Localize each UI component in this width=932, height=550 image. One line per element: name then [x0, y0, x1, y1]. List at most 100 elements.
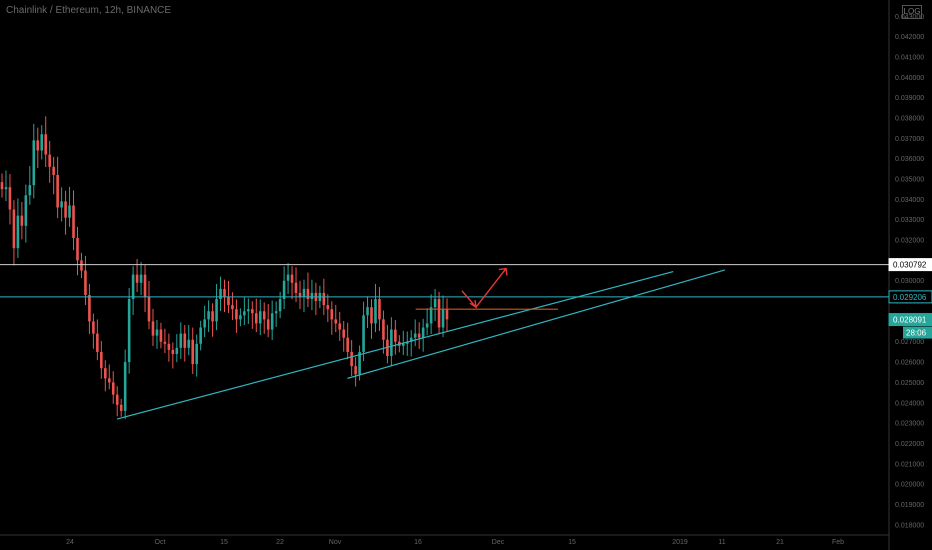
candle-body: [207, 311, 210, 320]
candles: [0, 116, 449, 420]
candle-body: [282, 280, 286, 300]
y-tick-label: 0.037000: [895, 136, 924, 143]
candle-body: [370, 307, 373, 324]
candle-body: [107, 378, 111, 383]
candle-body: [4, 187, 8, 190]
x-tick-label: Oct: [155, 539, 166, 546]
y-tick-label: 0.026000: [895, 360, 924, 367]
projection-arrow: [461, 268, 507, 309]
candle-body: [235, 309, 238, 320]
y-tick-label: 0.020000: [895, 482, 924, 489]
ascending-trendline: [347, 269, 726, 379]
y-tick-label: 0.024000: [895, 400, 924, 407]
candle-body: [334, 319, 338, 324]
candle-body: [346, 337, 349, 352]
candle-body: [0, 182, 4, 190]
y-tick-label: 0.042000: [895, 34, 924, 41]
candle-body: [92, 321, 95, 334]
candle-body: [60, 201, 63, 208]
candle-body: [405, 341, 409, 344]
candle-body: [437, 299, 441, 328]
candle-body: [131, 274, 135, 300]
candle-body: [127, 299, 131, 363]
candle-body: [215, 299, 218, 322]
resistance-price-tag-label: 0.030792: [893, 261, 927, 270]
candle-body: [80, 260, 83, 271]
candle-body: [243, 311, 246, 316]
candle-body: [96, 333, 99, 352]
last-price-tag-box: [888, 313, 932, 327]
y-tick-label: 0.019000: [895, 502, 924, 509]
candle-body: [298, 292, 302, 297]
price-axis[interactable]: 0.018000 0.019000 0.020000 0.021000 0.022000…: [895, 14, 924, 530]
candle-body: [239, 315, 242, 320]
candle-body: [294, 282, 298, 293]
candle-body: [326, 305, 330, 310]
y-tick-label: 0.041000: [895, 54, 924, 61]
y-tick-label: 0.023000: [895, 421, 924, 428]
candle-body: [48, 154, 51, 167]
y-tick-label: 0.018000: [895, 522, 924, 529]
candle-body: [394, 329, 397, 342]
candle-body: [247, 309, 250, 312]
candle-body: [211, 311, 214, 322]
chart-title: Chainlink / Ethereum, 12h, BINANCE: [6, 5, 172, 16]
candle-body: [135, 274, 139, 283]
candle-body: [100, 351, 103, 369]
candle-body: [274, 311, 278, 314]
candle-body: [342, 329, 345, 338]
ascending-trendline: [116, 270, 674, 420]
log-scale-button[interactable]: LOG: [902, 5, 922, 19]
y-tick-label: 0.021000: [895, 461, 924, 468]
candle-body: [421, 327, 425, 338]
candle-body: [123, 362, 127, 411]
candle-body: [40, 134, 44, 151]
y-tick-label: 0.038000: [895, 115, 924, 122]
y-tick-label: 0.036000: [895, 156, 924, 163]
candle-body: [223, 288, 226, 297]
candle-body: [286, 274, 290, 281]
candle-body: [159, 329, 163, 342]
y-tick-label: 0.035000: [895, 177, 924, 184]
candle-body: [20, 215, 24, 226]
candle-body: [278, 299, 282, 312]
arrow-head: [498, 267, 508, 276]
candle-body: [139, 274, 143, 283]
drawings: [0, 264, 889, 420]
candle-body: [163, 341, 167, 344]
candle-body: [302, 288, 306, 297]
y-tick-label: 0.022000: [895, 441, 924, 448]
candle-body: [199, 327, 202, 344]
candle-body: [362, 315, 365, 352]
candle-body: [382, 319, 385, 340]
candle-body: [350, 351, 353, 367]
x-tick-label: 15: [568, 539, 576, 546]
candle-body: [330, 309, 334, 320]
x-tick-label: 24: [66, 539, 74, 546]
candle-body: [306, 288, 310, 300]
last-price-tag-label: 0.028091: [893, 316, 927, 325]
candle-body: [104, 368, 107, 379]
x-tick-label: Nov: [329, 539, 342, 546]
support-price-tag-label: 0.029206: [893, 293, 927, 302]
time-axis[interactable]: 24 Oct 15 22 Nov 16 Dec 15 2019 11 21 Feb: [66, 539, 844, 546]
support-price-tag-box: [888, 290, 932, 304]
arrow-head: [469, 300, 477, 309]
candle-body: [195, 343, 198, 365]
candle-body: [390, 329, 393, 356]
x-tick-label: 16: [414, 539, 422, 546]
candle-body: [147, 296, 151, 322]
candle-body: [16, 215, 20, 249]
candle-body: [378, 299, 381, 320]
candle-body: [28, 185, 32, 196]
y-tick-label: 0.027000: [895, 339, 924, 346]
candle-body: [143, 274, 147, 297]
candle-body: [88, 294, 91, 322]
candle-body: [203, 319, 206, 328]
candle-body: [179, 333, 183, 348]
candle-body: [270, 313, 274, 330]
candle-body: [187, 339, 191, 348]
candle-body: [231, 305, 234, 310]
candle-body: [32, 140, 36, 186]
